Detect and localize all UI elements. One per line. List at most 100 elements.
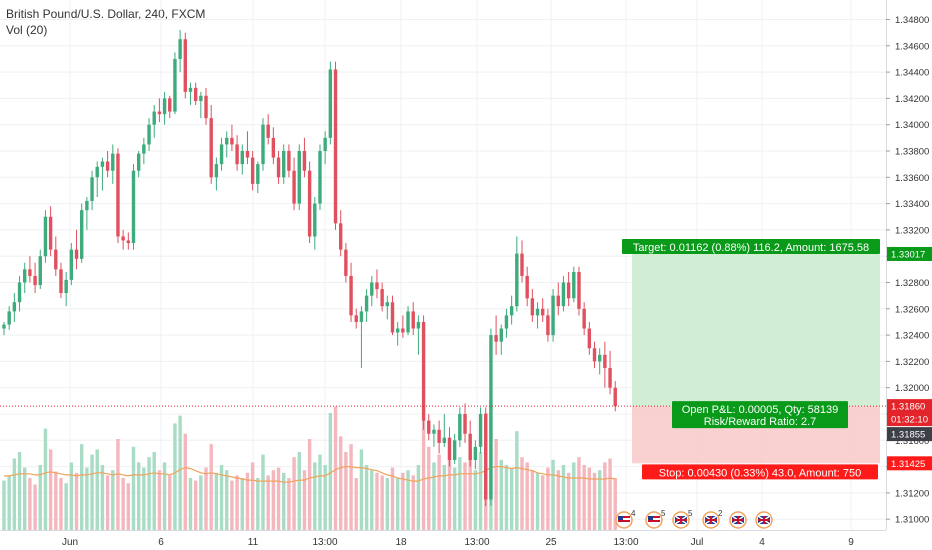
candle-body [313, 203, 317, 237]
candle-body [458, 414, 462, 441]
candle [235, 135, 239, 171]
last-price-tag-bg [887, 399, 932, 414]
candle-body [437, 429, 441, 443]
candle [168, 95, 172, 119]
candle [535, 302, 540, 329]
candle-body [473, 446, 478, 461]
stop-label[interactable]: Stop: 0.00430 (0.33%) 43.0, Amount: 750 [642, 464, 878, 480]
volume-bar [313, 462, 317, 530]
candle-body [250, 157, 255, 184]
chart-title[interactable]: British Pound/U.S. Dollar, 240, FXCM [6, 7, 206, 21]
candle-body [23, 269, 27, 283]
time-axis[interactable]: Jun 6 11 13:00 18 13:00 25 13:00 Jul 4 9 [0, 530, 886, 549]
candle [12, 293, 17, 322]
volume-indicator-label[interactable]: Vol (20) [6, 23, 48, 37]
candle-body [80, 210, 84, 259]
volume-bar [447, 449, 452, 530]
last-price-tag: 1.31860 [887, 399, 932, 414]
volume-bar [478, 452, 483, 530]
candle [608, 350, 612, 395]
pnl-label[interactable]: Open P&L: 0.00005, Qty: 58139Risk/Reward… [672, 401, 848, 429]
candle-body [54, 249, 58, 270]
candle [297, 144, 301, 211]
countdown-tag: 01:32:10 [887, 412, 932, 427]
candle-body [126, 240, 131, 244]
candle [152, 104, 156, 138]
candle-body [168, 98, 172, 112]
volume-bar [421, 418, 426, 530]
candle [313, 197, 317, 250]
candle [484, 407, 488, 507]
volume-bar [116, 439, 120, 530]
candle-body [504, 315, 509, 329]
volume-bar [452, 467, 457, 530]
candle-body [484, 414, 488, 500]
event-marker-uk[interactable] [755, 511, 773, 529]
volume-bar [349, 444, 353, 530]
candle-body [421, 321, 426, 421]
event-marker-uk[interactable] [729, 511, 747, 529]
volume-bar [230, 480, 234, 530]
event-marker-us[interactable]: 4 [615, 509, 636, 529]
candle-body [116, 153, 120, 237]
event-marker-uk[interactable]: 5 [672, 509, 693, 529]
candle [266, 114, 270, 145]
candle-body [59, 269, 63, 294]
candle [582, 302, 586, 336]
candle [411, 302, 415, 336]
candle [136, 151, 141, 178]
candle [121, 229, 125, 250]
us-flag-stripe [618, 516, 630, 518]
volume-bar [183, 433, 187, 530]
volume-bar [142, 467, 146, 530]
candle-body [240, 151, 244, 165]
candle [385, 295, 390, 320]
candle-body [468, 433, 472, 461]
candle [561, 275, 566, 312]
profit-zone [632, 253, 880, 407]
target-price-tag-bg [887, 246, 932, 261]
candle-body [136, 153, 141, 171]
volume-bar [287, 478, 291, 530]
candle [188, 82, 193, 105]
pnl-label-text: Risk/Reward Ratio: 2.7 [704, 416, 817, 428]
volume-bar [28, 478, 32, 530]
candle-body [282, 151, 286, 178]
volume-bar [587, 467, 592, 530]
volume-bar [7, 475, 11, 530]
volume-bar [603, 462, 607, 530]
target-label[interactable]: Target: 0.01162 (0.88%) 116.2, Amount: 1… [622, 238, 880, 254]
countdown-tag-bg [887, 412, 932, 427]
candle [64, 271, 68, 307]
volume-bar [442, 465, 446, 530]
volume-bar [136, 462, 141, 530]
price-tick-label: 1.31200 [895, 488, 929, 499]
price-axis[interactable]: 1.34800 1.34600 1.34400 1.34200 1.34000 1.338… [886, 0, 932, 550]
candle [525, 266, 529, 307]
candle [271, 127, 276, 165]
price-tick-label: 1.33200 [895, 225, 929, 236]
candle-body [33, 275, 37, 286]
candle [90, 170, 94, 211]
volume-bar [339, 436, 343, 530]
candle-body [354, 315, 358, 322]
candle [359, 306, 364, 368]
candle [520, 240, 524, 283]
uk-flag-cross [737, 516, 739, 524]
candle-body [551, 295, 555, 336]
candle-body [297, 151, 301, 204]
volume-bar [359, 449, 364, 530]
candle [364, 289, 369, 322]
candle [401, 315, 405, 338]
event-marker-uk[interactable]: 2 [702, 509, 723, 529]
candle-body [364, 295, 369, 312]
candle-body [587, 328, 592, 349]
candle-body [608, 367, 612, 388]
event-count: 5 [661, 509, 666, 518]
event-marker-us[interactable]: 5 [645, 509, 666, 529]
event-count: 2 [718, 509, 723, 518]
price-tick-label: 1.33600 [895, 173, 929, 184]
candles [2, 30, 617, 507]
event-markers[interactable]: 4 5 5 2 [615, 509, 773, 529]
